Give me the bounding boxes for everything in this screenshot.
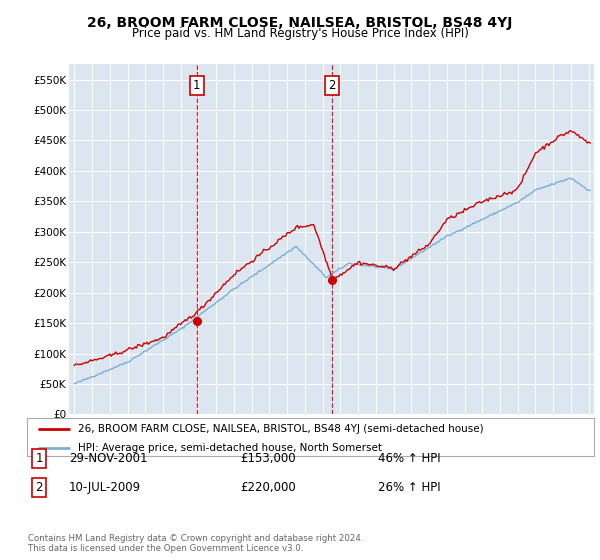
- Text: Contains HM Land Registry data © Crown copyright and database right 2024.
This d: Contains HM Land Registry data © Crown c…: [28, 534, 364, 553]
- Text: 1: 1: [193, 79, 200, 92]
- Text: £153,000: £153,000: [240, 451, 296, 465]
- Text: 2: 2: [35, 480, 43, 494]
- Text: 26, BROOM FARM CLOSE, NAILSEA, BRISTOL, BS48 4YJ (semi-detached house): 26, BROOM FARM CLOSE, NAILSEA, BRISTOL, …: [78, 423, 484, 433]
- Text: £220,000: £220,000: [240, 480, 296, 494]
- Text: 1: 1: [35, 451, 43, 465]
- Text: 10-JUL-2009: 10-JUL-2009: [69, 480, 141, 494]
- Text: 26% ↑ HPI: 26% ↑ HPI: [378, 480, 440, 494]
- Text: HPI: Average price, semi-detached house, North Somerset: HPI: Average price, semi-detached house,…: [78, 443, 382, 453]
- Text: 2: 2: [328, 79, 335, 92]
- Text: Price paid vs. HM Land Registry's House Price Index (HPI): Price paid vs. HM Land Registry's House …: [131, 27, 469, 40]
- Text: 46% ↑ HPI: 46% ↑ HPI: [378, 451, 440, 465]
- Text: 26, BROOM FARM CLOSE, NAILSEA, BRISTOL, BS48 4YJ: 26, BROOM FARM CLOSE, NAILSEA, BRISTOL, …: [88, 16, 512, 30]
- Text: 29-NOV-2001: 29-NOV-2001: [69, 451, 148, 465]
